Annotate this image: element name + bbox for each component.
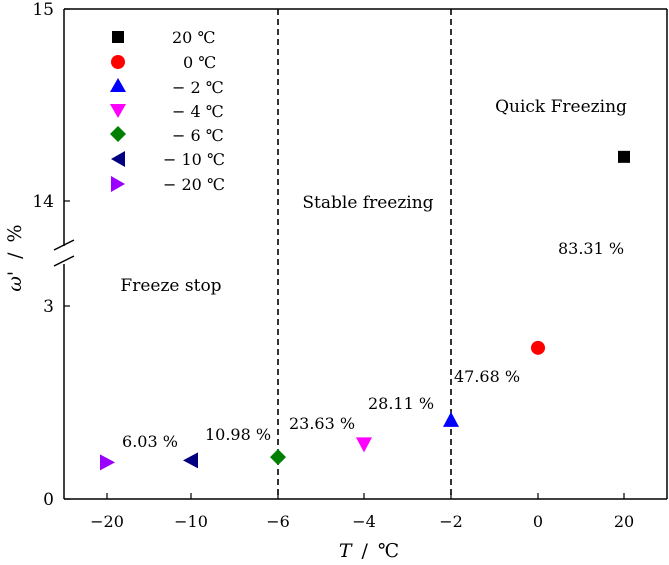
- y-tick-labels: 15 14 3 0: [32, 0, 54, 510]
- axis-break-marks: [53, 239, 75, 267]
- legend-label-20c: 20 ℃: [172, 28, 215, 47]
- annotation-n4: 28.11 %: [368, 394, 434, 413]
- data-point-n6c: [270, 449, 286, 466]
- plot-frame: [63, 8, 668, 500]
- legend-label-n2c: − 2 ℃: [172, 78, 224, 97]
- y-tick-label-0: 0: [43, 490, 54, 510]
- x-tick-label-n4: −4: [352, 512, 376, 531]
- legend: 20 ℃ 0 ℃ − 2 ℃ − 4 ℃ − 6 ℃ − 10 ℃ − 20 ℃: [110, 28, 225, 194]
- data-point-n20c: [100, 454, 115, 471]
- axis-break-mark-upper: [53, 239, 75, 251]
- y-axis-variable: ω': [4, 271, 26, 292]
- x-tick-label-0: 0: [533, 512, 543, 531]
- y-ticks: [64, 8, 70, 500]
- x-tick-labels: −20 −10 −6 −4 −2 0 20: [90, 512, 634, 531]
- data-markers: [100, 150, 630, 471]
- annotation-0: 83.31 %: [558, 239, 624, 258]
- x-tick-label-n2: −2: [439, 512, 463, 531]
- region-label-quick-freezing: Quick Freezing: [495, 97, 627, 117]
- stage-boundaries: [277, 9, 452, 499]
- x-tick-label-20: 20: [614, 512, 634, 531]
- legend-marker-n20c: [111, 176, 125, 192]
- region-labels: Freeze stop Stable freezing Quick Freezi…: [120, 97, 627, 296]
- legend-label-n10c: − 10 ℃: [163, 150, 225, 169]
- legend-marker-n4c: [110, 104, 126, 118]
- region-label-freeze-stop: Freeze stop: [120, 276, 221, 296]
- data-point-n2c: [443, 411, 459, 427]
- x-axis-unit: ℃: [378, 540, 399, 562]
- data-point-0c: [531, 340, 545, 355]
- legend-marker-20c: [112, 31, 124, 43]
- data-point-n4c: [356, 437, 372, 453]
- data-point-20c: [618, 150, 630, 163]
- data-point-n10c: [183, 452, 198, 469]
- x-axis-variable: T: [339, 540, 353, 562]
- legend-marker-n10c: [111, 151, 125, 167]
- percent-annotations: 6.03 % 10.98 % 23.63 % 28.11 % 47.68 % 8…: [122, 239, 624, 451]
- legend-label-n20c: − 20 ℃: [163, 175, 225, 194]
- x-tick-label-n6: −6: [266, 512, 290, 531]
- legend-marker-n6c: [110, 126, 126, 142]
- y-axis-label: ω' /%: [4, 224, 26, 291]
- x-axis-label: T / ℃: [339, 540, 399, 562]
- y-tick-label-14: 14: [32, 192, 54, 212]
- y-axis-separator: /: [4, 252, 26, 259]
- y-tick-label-3: 3: [43, 297, 54, 317]
- y-axis-unit: %: [4, 224, 26, 242]
- legend-label-0c: 0 ℃: [183, 53, 216, 72]
- x-ticks: [106, 493, 625, 499]
- region-label-stable-freezing: Stable freezing: [302, 193, 433, 213]
- x-tick-label-n10: −10: [174, 512, 208, 531]
- legend-label-n6c: − 6 ℃: [172, 126, 224, 145]
- annotation-n2: 47.68 %: [454, 367, 520, 386]
- axis-break-mark-lower: [53, 255, 75, 267]
- legend-marker-0c: [111, 55, 125, 69]
- legend-marker-n2c: [110, 78, 126, 92]
- x-tick-label-n20: −20: [90, 512, 124, 531]
- annotation-n6: 23.63 %: [289, 414, 355, 433]
- annotation-n20: 6.03 %: [122, 432, 178, 451]
- y-tick-label-15: 15: [32, 0, 54, 20]
- annotation-n10: 10.98 %: [205, 425, 271, 444]
- legend-label-n4c: − 4 ℃: [172, 102, 224, 121]
- x-axis-separator: /: [362, 540, 369, 562]
